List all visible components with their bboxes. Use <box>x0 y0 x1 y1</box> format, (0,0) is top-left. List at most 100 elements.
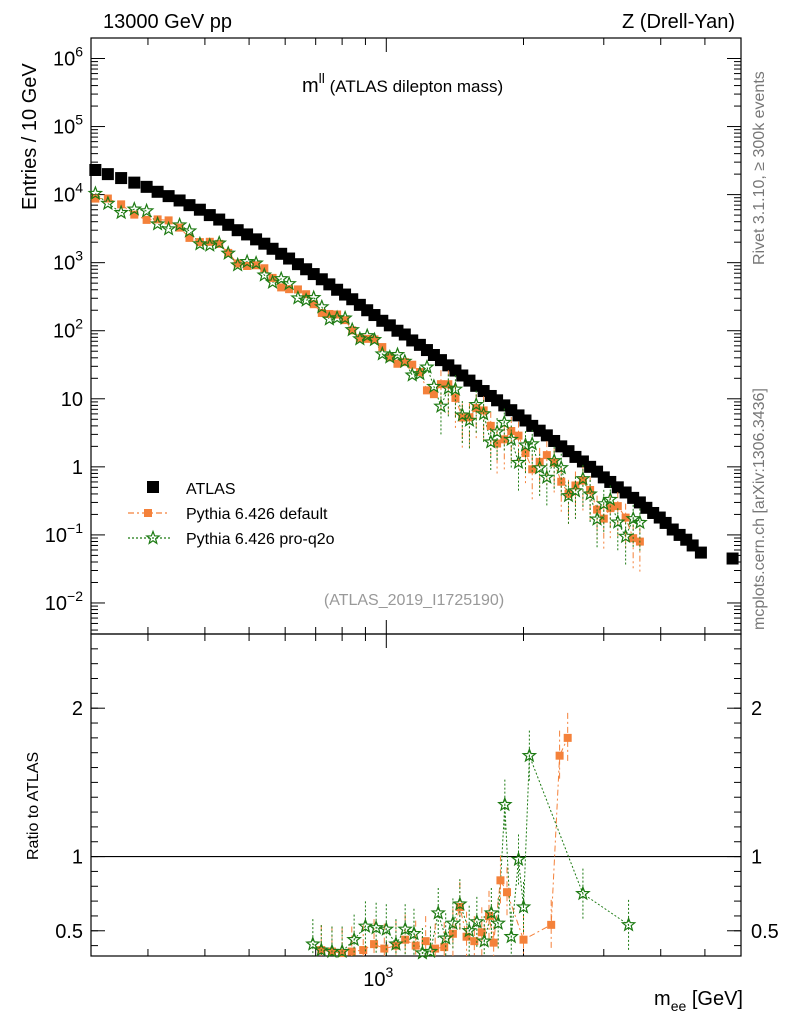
default-point <box>408 360 417 369</box>
proq2o-point <box>305 289 322 305</box>
ratio-proq2o-point <box>378 921 395 936</box>
ratio-y-tick-label: 2 <box>72 698 83 720</box>
atlas-point <box>694 546 707 559</box>
proq2o-point <box>440 380 457 395</box>
default-point <box>268 273 277 282</box>
proq2o-point <box>113 204 129 220</box>
mcplots-credit: mcplots.cern.ch [arXiv:1306.3436] <box>751 388 768 630</box>
default-point <box>91 194 100 203</box>
proq2o-point <box>595 495 612 511</box>
proq2o-point <box>149 215 166 231</box>
ratio-default-point <box>431 944 440 953</box>
default-point <box>514 431 523 440</box>
ratio-y-axis-label: Ratio to ATLAS <box>25 752 42 860</box>
default-point <box>355 334 364 343</box>
proq2o-point <box>482 433 499 449</box>
main-data-marks <box>87 163 739 572</box>
ratio-default-point <box>338 949 347 958</box>
atlas-point <box>89 163 102 176</box>
y-tick-label: 102 <box>53 316 83 343</box>
ratio-proq2o-point <box>313 941 330 957</box>
ratio-proq2o-point <box>575 885 591 901</box>
ratio-proq2o-point <box>476 932 493 948</box>
ratio-default-point <box>477 928 486 937</box>
ratio-default-point <box>347 947 356 956</box>
default-point <box>185 233 194 242</box>
default-point <box>451 393 460 402</box>
ratio-proq2o-point <box>422 943 439 959</box>
default-point <box>205 237 214 246</box>
proq2o-point <box>602 491 619 507</box>
default-point <box>285 285 294 294</box>
ratio-proq2o-point <box>461 922 478 938</box>
atlas-point <box>222 218 235 231</box>
default-point <box>153 215 162 224</box>
proq2o-point <box>461 412 478 427</box>
proq2o-point <box>396 353 413 369</box>
ratio-y-tick-label-right: 0.5 <box>751 921 779 943</box>
header-right: Z (Drell-Yan) <box>622 11 735 33</box>
ratio-proq2o-point <box>346 931 362 947</box>
ratio-proq2o-point <box>397 921 413 936</box>
y-tick-label: 103 <box>53 248 83 275</box>
proq2o-point <box>609 513 626 529</box>
ratio-default-point <box>421 937 430 946</box>
ratio-proq2o-point <box>305 935 321 951</box>
proq2o-point <box>510 454 527 470</box>
ratio-default-point <box>555 751 564 760</box>
proq2o-point <box>87 185 104 201</box>
ratio-proq2o-point <box>510 851 527 867</box>
default-point <box>293 285 302 294</box>
atlas-point <box>726 552 739 565</box>
proq2o-point <box>454 406 471 422</box>
proq2o-point <box>264 274 281 290</box>
proq2o-point <box>433 398 449 414</box>
default-point <box>621 513 630 522</box>
proq2o-point <box>489 423 505 439</box>
proq2o-point <box>126 200 143 216</box>
proq2o-point <box>524 435 541 451</box>
proq2o-point <box>160 220 177 236</box>
ratio-proq2o-point <box>620 916 637 932</box>
default-point <box>500 435 509 444</box>
ratio-panel-frame <box>90 633 742 957</box>
default-point <box>415 368 424 377</box>
atlas-point <box>140 180 153 193</box>
proq2o-point <box>553 459 570 475</box>
ratio-proq2o-point <box>406 925 422 941</box>
ratio-proq2o-point <box>521 747 538 763</box>
proq2o-point <box>171 216 188 232</box>
ratio-default-point <box>462 932 471 941</box>
ratio-default-point <box>503 888 512 897</box>
plot-title: mll (ATLAS dilepton mass) <box>302 70 503 97</box>
default-point <box>224 248 233 257</box>
proq2o-point <box>517 436 534 452</box>
default-point <box>479 406 488 415</box>
proq2o-point <box>567 482 584 498</box>
legend-label-proq2o: Pythia 6.426 pro-q2o <box>186 531 335 548</box>
ratio-proq2o-point <box>430 904 447 920</box>
ratio-proq2o-point <box>368 919 384 935</box>
ratio-proq2o-point <box>515 898 532 914</box>
default-point <box>465 413 474 422</box>
default-point <box>613 502 622 511</box>
y-tick-label: 10−2 <box>45 588 83 615</box>
default-point <box>542 451 551 460</box>
proq2o-point <box>366 331 383 347</box>
proq2o-point <box>220 245 237 261</box>
ratio-default-point <box>380 944 389 953</box>
legend-label-atlas: ATLAS <box>186 481 236 498</box>
default-point <box>578 476 587 485</box>
default-point <box>164 216 173 225</box>
proq2o-point <box>546 452 563 468</box>
proq2o-point <box>321 310 338 326</box>
proq2o-point <box>475 405 492 421</box>
default-point <box>557 477 566 486</box>
ratio-proq2o-point <box>445 915 461 930</box>
x-tick-label: 103 <box>363 964 393 991</box>
default-point <box>400 358 409 367</box>
proq2o-point <box>560 487 577 503</box>
